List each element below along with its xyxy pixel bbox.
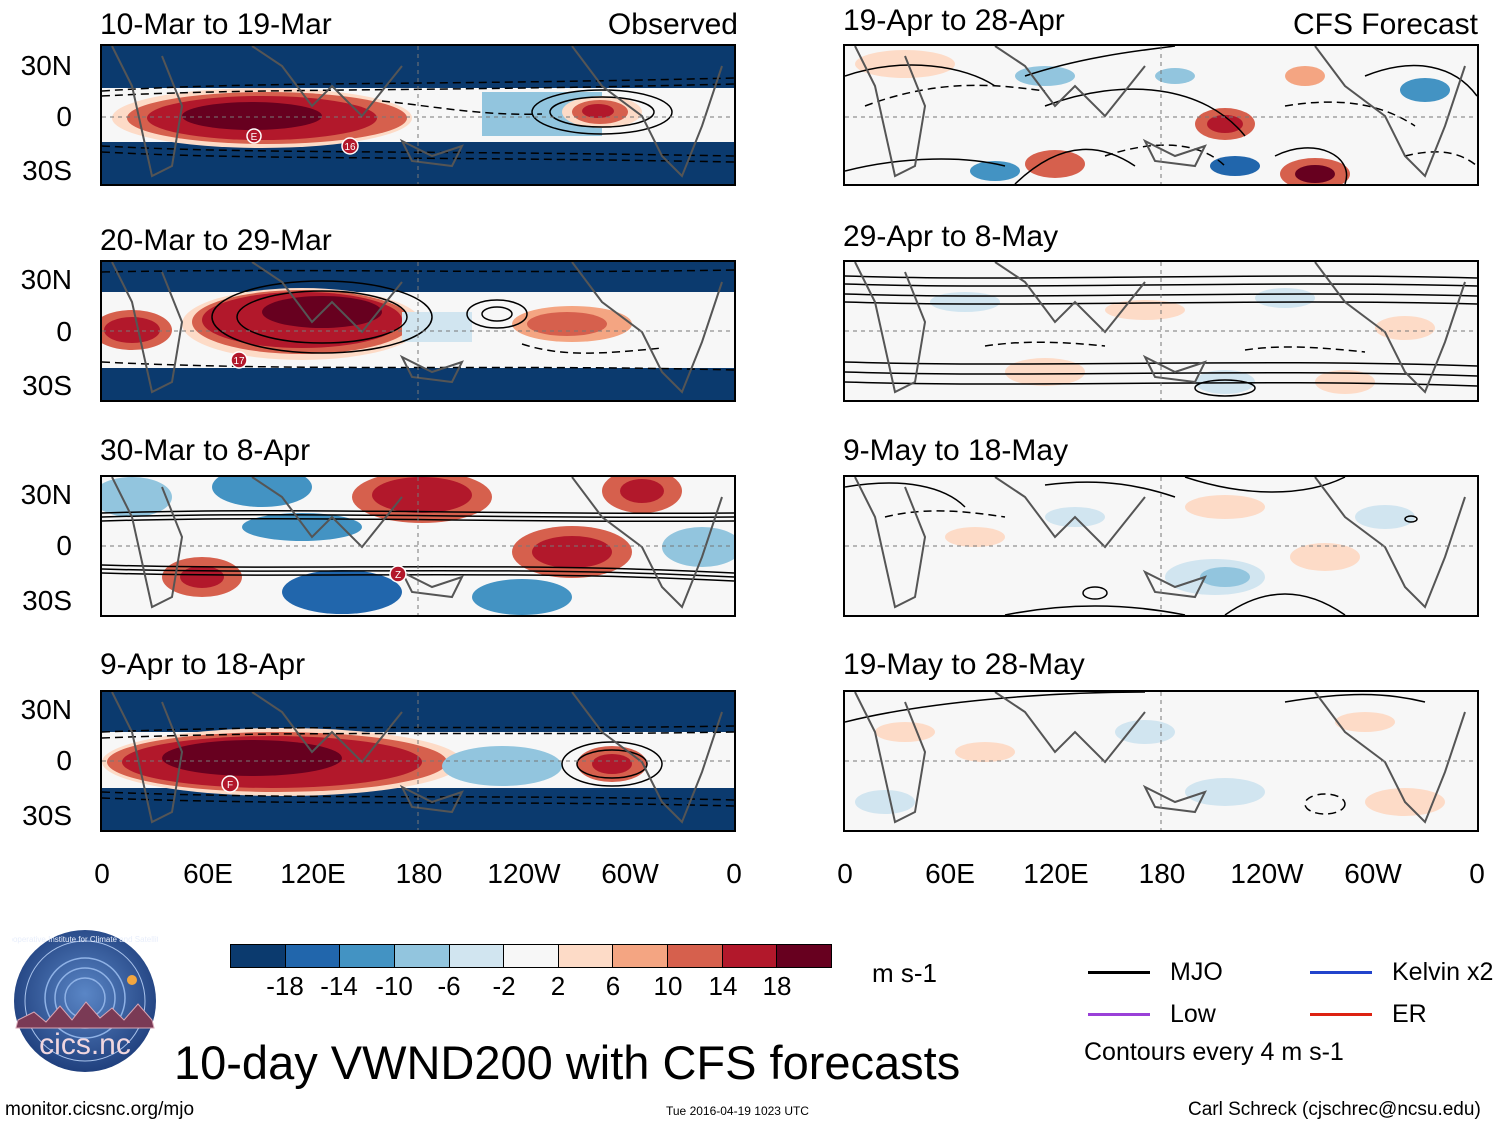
svg-text:F: F bbox=[227, 780, 233, 791]
contour-note: Contours every 4 m s-1 bbox=[1084, 1038, 1344, 1066]
map-obs-4: F bbox=[100, 690, 736, 832]
footer-credit: Carl Schreck (cjschrec@ncsu.edu) bbox=[1188, 1099, 1481, 1120]
y-tick-0: 0 bbox=[56, 101, 72, 132]
colorbar-swatch bbox=[503, 945, 558, 967]
map-fc-2 bbox=[843, 260, 1479, 402]
x-tick: 0 bbox=[837, 858, 853, 889]
x-tick: 120E bbox=[280, 858, 346, 889]
colorbar-label: 6 bbox=[605, 971, 621, 1001]
x-tick: 60W bbox=[601, 858, 659, 889]
panel-title-obs-2: 20-Mar to 29-Mar bbox=[100, 224, 332, 257]
y-tick-0: 0 bbox=[56, 745, 72, 776]
map-fc-3 bbox=[843, 475, 1479, 617]
y-tick-30n: 30N bbox=[20, 694, 72, 725]
forecast-label: CFS Forecast bbox=[1292, 8, 1478, 41]
colorbar-label: -14 bbox=[320, 971, 358, 1001]
colorbar-swatch bbox=[667, 945, 722, 967]
colorbar-swatch bbox=[284, 945, 340, 967]
marker-e: E bbox=[246, 128, 262, 144]
colorbar-swatch bbox=[339, 945, 394, 967]
colorbar-label: -6 bbox=[437, 971, 461, 1001]
svg-text:E: E bbox=[251, 132, 258, 143]
y-tick-30n: 30N bbox=[20, 479, 72, 510]
colorbar-units: m s-1 bbox=[872, 958, 937, 988]
x-tick: 60W bbox=[1344, 858, 1402, 889]
legend-line-er bbox=[1310, 1013, 1372, 1016]
footer-url[interactable]: monitor.cicsnc.org/mjo bbox=[5, 1099, 195, 1120]
panel-title-fc-2: 29-Apr to 8-May bbox=[843, 220, 1059, 253]
x-tick: 120W bbox=[487, 858, 561, 889]
x-tick: 180 bbox=[395, 858, 443, 889]
x-tick: 0 bbox=[94, 858, 110, 889]
x-tick: 0 bbox=[1469, 858, 1485, 889]
y-tick-30s: 30S bbox=[22, 585, 72, 616]
x-tick: 120W bbox=[1230, 858, 1304, 889]
y-tick-30s: 30S bbox=[22, 370, 72, 401]
map-fc-1 bbox=[843, 44, 1479, 186]
marker-z: Z bbox=[389, 565, 407, 583]
cics-logo: cics.nc Cooperative Institute for Climat… bbox=[3, 928, 167, 1074]
svg-text:16: 16 bbox=[344, 142, 356, 153]
colorbar-label: 10 bbox=[653, 971, 683, 1001]
colorbar-swatch bbox=[612, 945, 668, 967]
colorbar-swatch bbox=[448, 945, 504, 967]
x-tick: 120E bbox=[1023, 858, 1089, 889]
colorbar-label: -10 bbox=[375, 971, 413, 1001]
legend-line-mjo bbox=[1088, 971, 1150, 974]
marker-f: F bbox=[221, 775, 239, 793]
footer-timestamp: Tue 2016-04-19 1023 UTC bbox=[666, 1104, 809, 1118]
colorbar-label: -18 bbox=[266, 971, 304, 1001]
colorbar-swatch bbox=[231, 945, 285, 967]
map-obs-3: Z bbox=[100, 475, 736, 617]
svg-text:17: 17 bbox=[233, 356, 245, 367]
legend-label-er: ER bbox=[1392, 1000, 1427, 1028]
colorbar-label: -2 bbox=[492, 971, 516, 1001]
legend-label-kelvin: Kelvin x2 bbox=[1392, 958, 1494, 986]
panel-title-obs-1: 10-Mar to 19-Mar bbox=[100, 8, 332, 41]
map-fc-4 bbox=[843, 690, 1479, 832]
map-obs-2: 17 bbox=[100, 260, 736, 402]
panel-title-fc-4: 19-May to 28-May bbox=[843, 648, 1085, 681]
colorbar-label: 14 bbox=[708, 971, 738, 1001]
colorbar-label: 18 bbox=[762, 971, 792, 1001]
marker-17: 17 bbox=[230, 351, 248, 369]
x-tick: 60E bbox=[183, 858, 233, 889]
legend-label-low: Low bbox=[1170, 1000, 1216, 1028]
colorbar-swatch bbox=[776, 945, 832, 967]
x-tick: 0 bbox=[726, 858, 742, 889]
logo-ring-text: Cooperative Institute for Climate and Sa… bbox=[12, 935, 158, 944]
colorbar-swatches bbox=[230, 944, 832, 968]
panel-title-fc-1: 19-Apr to 28-Apr bbox=[843, 4, 1065, 37]
observed-label: Observed bbox=[607, 8, 738, 41]
map-obs-1: E 16 bbox=[100, 44, 736, 186]
y-tick-0: 0 bbox=[56, 316, 72, 347]
legend-label-mjo: MJO bbox=[1170, 958, 1223, 986]
y-tick-30n: 30N bbox=[20, 50, 72, 81]
colorbar-swatch bbox=[393, 945, 449, 967]
y-tick-30n: 30N bbox=[20, 264, 72, 295]
colorbar-label: 2 bbox=[550, 971, 566, 1001]
colorbar-swatch bbox=[721, 945, 777, 967]
legend-line-kelvin bbox=[1310, 971, 1372, 974]
legend-line-low bbox=[1088, 1013, 1150, 1016]
figure-title: 10-day VWND200 with CFS forecasts bbox=[174, 1036, 961, 1089]
y-tick-30s: 30S bbox=[22, 155, 72, 186]
svg-text:Z: Z bbox=[395, 570, 401, 581]
panel-title-fc-3: 9-May to 18-May bbox=[843, 434, 1069, 467]
panel-title-obs-4: 9-Apr to 18-Apr bbox=[100, 648, 306, 681]
colorbar-swatch bbox=[557, 945, 613, 967]
x-tick: 60E bbox=[925, 858, 975, 889]
logo-text: cics.nc bbox=[39, 1028, 131, 1061]
panel-title-obs-3: 30-Mar to 8-Apr bbox=[100, 434, 311, 467]
y-tick-0: 0 bbox=[56, 530, 72, 561]
x-tick: 180 bbox=[1138, 858, 1186, 889]
marker-16: 16 bbox=[341, 137, 359, 155]
y-tick-30s: 30S bbox=[22, 800, 72, 831]
